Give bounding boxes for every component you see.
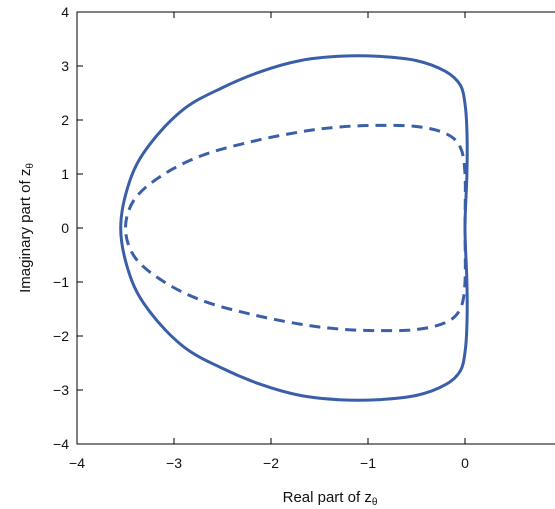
series-solid-curve	[119, 54, 469, 402]
x-tick-label: −3	[166, 455, 182, 471]
series-layer	[119, 54, 469, 402]
x-tick-label: −2	[263, 455, 279, 471]
ticks-layer: −4 −3 −2 −1 0 −4 −3 −2 −1 0 1 2 3 4	[53, 4, 469, 471]
y-tick-label: −2	[53, 328, 69, 344]
series-dashed-curve	[124, 123, 467, 333]
y-tick-label: −1	[53, 274, 69, 290]
x-tick-label: 0	[461, 455, 469, 471]
y-tick-label: −3	[53, 382, 69, 398]
y-tick-label: 2	[61, 112, 69, 128]
y-tick-label: 3	[61, 58, 69, 74]
x-axis-label: Real part of zθ	[283, 489, 378, 508]
y-tick-label: 4	[61, 4, 69, 20]
x-tick-label: −4	[69, 455, 85, 471]
y-axis-label: Imaginary part of zθ	[17, 163, 36, 293]
y-tick-label: −4	[53, 436, 69, 452]
y-tick-label: 1	[61, 166, 69, 182]
y-tick-label: 0	[61, 220, 69, 236]
plot-frame	[76, 11, 555, 445]
x-tick-label: −1	[360, 455, 376, 471]
